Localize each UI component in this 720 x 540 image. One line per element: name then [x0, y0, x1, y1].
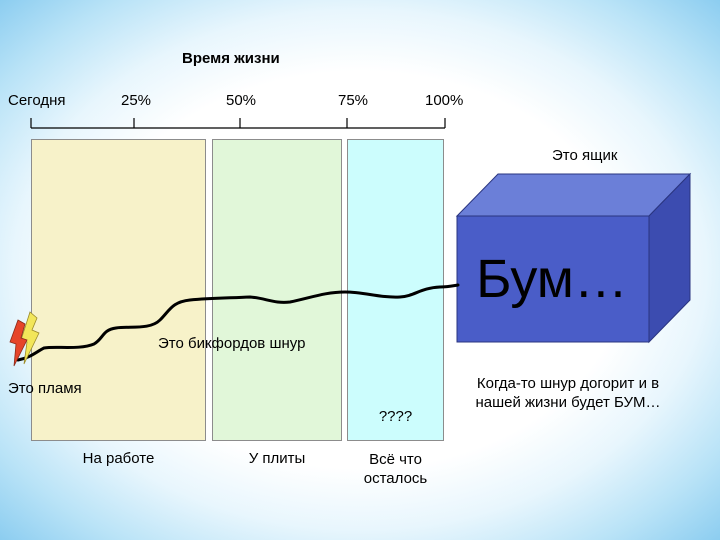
- box-boom-text: Бум…: [476, 249, 628, 309]
- flame-label: Это пламя: [8, 380, 82, 397]
- scale-line: [30, 118, 446, 129]
- timeline-title: Время жизни: [182, 50, 280, 67]
- zone-stove: [212, 139, 342, 441]
- scale-start-label: Сегодня: [8, 92, 66, 109]
- box-label: Это ящик: [552, 147, 618, 164]
- tick-label-25: 25%: [121, 92, 152, 109]
- fuse-line: [16, 283, 460, 362]
- flame-icon: [9, 311, 40, 367]
- zone-rest-unknown: ????: [378, 408, 413, 425]
- tick-label-75: 75%: [338, 92, 369, 109]
- zone-work: [31, 139, 206, 441]
- flame-red-bolt: [9, 319, 28, 367]
- tick-label-50: 50%: [226, 92, 257, 109]
- box-cube: [455, 172, 692, 344]
- zone-work-label: На работе: [82, 450, 155, 467]
- zone-stove-label: У плиты: [248, 450, 306, 467]
- fuse-label: Это бикфордов шнур: [158, 335, 306, 352]
- box-front-face: [456, 215, 650, 343]
- zone-rest-label: Всё что осталось: [363, 451, 428, 487]
- boom-note: Когда-то шнур догорит и в нашей жизни бу…: [475, 375, 661, 411]
- tick-label-100: 100%: [425, 92, 464, 109]
